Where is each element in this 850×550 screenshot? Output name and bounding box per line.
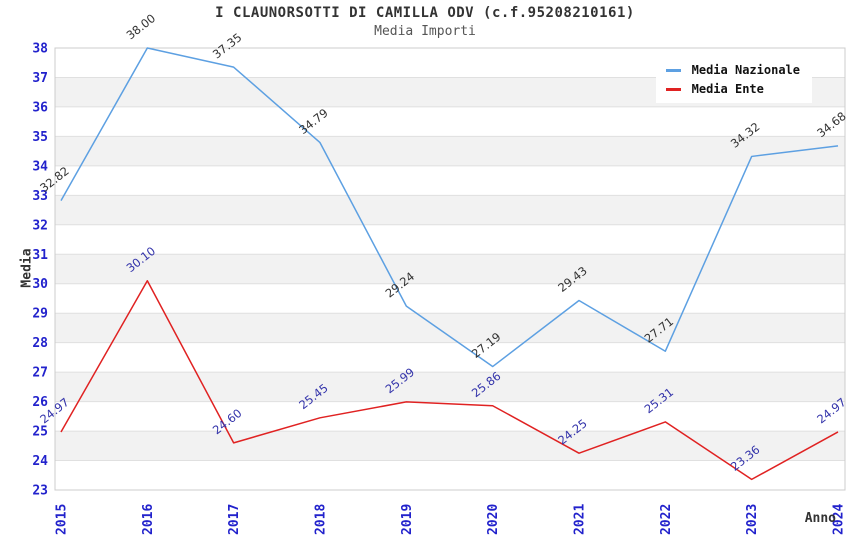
chart-title: I CLAUNORSOTTI DI CAMILLA ODV (c.f.95208… <box>215 5 635 21</box>
legend-label-media-ente: Media Ente <box>691 82 764 96</box>
plot-band <box>55 372 845 402</box>
series-line-media-ente <box>60 280 839 481</box>
plot-border <box>54 47 846 491</box>
plot-band <box>55 313 845 343</box>
data-point-label: 37.35 <box>210 30 245 61</box>
x-tick-label: 2016 <box>141 504 156 535</box>
plot-band <box>55 254 845 284</box>
x-tick-label: 2021 <box>573 504 588 535</box>
data-point-label: 34.79 <box>296 106 331 137</box>
x-tick-label: 2022 <box>659 504 674 535</box>
x-tick-label: 2018 <box>314 504 329 535</box>
chart-subtitle: Media Importi <box>374 24 476 39</box>
y-tick-label: 26 <box>32 395 48 410</box>
x-tick-label: 2015 <box>55 504 70 535</box>
legend: Media Nazionale Media Ente <box>655 57 812 103</box>
plot-band <box>55 136 845 166</box>
y-tick-label: 38 <box>32 42 48 57</box>
y-tick-label: 34 <box>32 159 48 174</box>
y-tick-label: 31 <box>32 248 48 263</box>
x-tick-label: 2020 <box>486 504 501 535</box>
x-tick-label: 2024 <box>832 504 847 535</box>
y-axis-title: Media <box>19 248 35 288</box>
legend-line-swatch-nazionale <box>665 68 681 72</box>
y-tick-label: 37 <box>32 71 48 86</box>
x-tick-label: 2017 <box>227 504 242 535</box>
y-tick-label: 36 <box>32 100 48 115</box>
y-tick-label: 24 <box>32 454 48 469</box>
legend-label-media-nazionale: Media Nazionale <box>691 63 800 77</box>
x-tick-label: 2023 <box>745 504 760 535</box>
y-tick-label: 23 <box>32 484 48 499</box>
y-tick-label: 35 <box>32 130 48 145</box>
y-tick-label: 25 <box>32 425 48 440</box>
data-point-label: 34.68 <box>814 109 849 140</box>
y-tick-label: 28 <box>32 336 48 351</box>
x-axis-title: Anno <box>804 511 836 526</box>
plot-band <box>55 431 845 461</box>
y-tick-label: 30 <box>32 277 48 292</box>
y-tick-label: 32 <box>32 218 48 233</box>
series-line-media-nazionale <box>60 47 839 368</box>
plot-band <box>55 195 845 225</box>
y-tick-label: 33 <box>32 189 48 204</box>
legend-item-media-ente: Media Ente <box>665 82 800 96</box>
x-tick-label: 2019 <box>400 504 415 535</box>
y-tick-label: 29 <box>32 307 48 322</box>
legend-item-media-nazionale: Media Nazionale <box>665 63 800 77</box>
y-tick-label: 27 <box>32 366 48 381</box>
data-point-label: 38.00 <box>124 11 159 42</box>
legend-line-swatch-ente <box>665 87 681 91</box>
